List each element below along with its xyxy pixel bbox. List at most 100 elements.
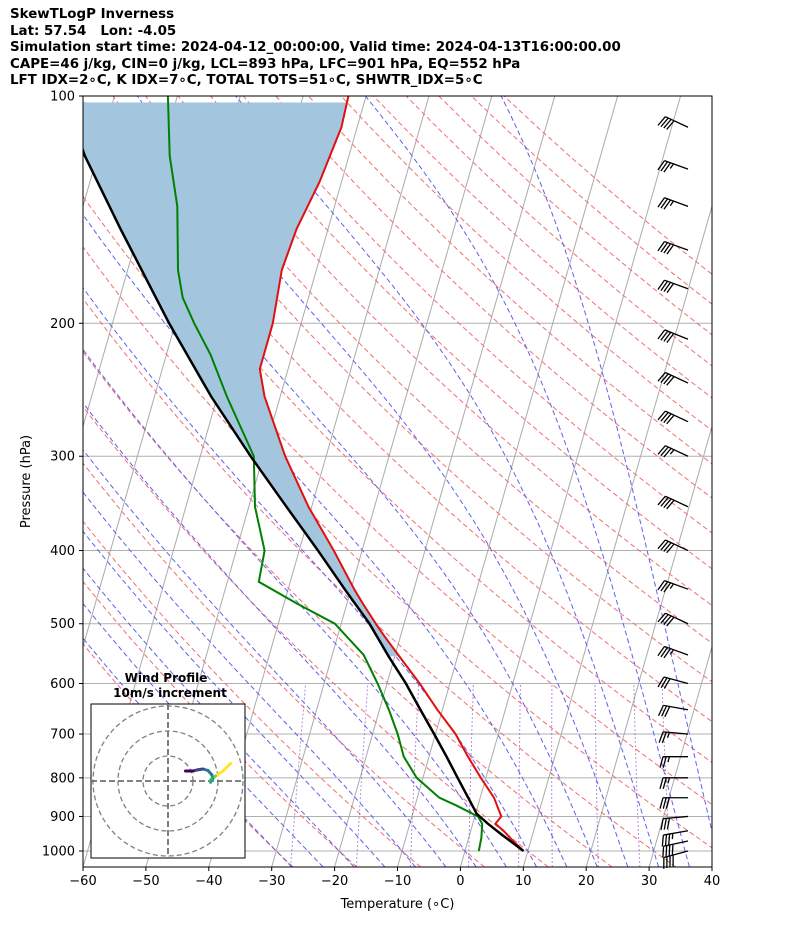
moist-adiabat-line [83, 287, 538, 867]
wind-barb-feather [657, 372, 666, 382]
x-tick-label: 40 [704, 874, 721, 889]
wind-barb-half-feather [669, 649, 675, 655]
moist-adiabat-line [83, 125, 598, 867]
wind-barb-shaft [663, 815, 689, 820]
dry-adiabat-line [83, 580, 358, 867]
isotherm-line [459, 96, 682, 867]
moist-adiabat-line [83, 348, 507, 867]
wind-barb-feather [657, 676, 665, 688]
wind-barb [659, 777, 688, 790]
x-tick-label: 0 [456, 874, 464, 889]
y-tick-label: 500 [50, 617, 75, 632]
wind-barb-half-feather [671, 833, 674, 840]
dry-adiabat-line [83, 297, 677, 867]
mixing-ratio-line [551, 683, 553, 867]
moist-adiabat-line [83, 448, 447, 867]
wind-barb-feather [663, 542, 672, 552]
wind-barb-shaft [665, 371, 689, 384]
wind-barb [657, 704, 689, 718]
wind-barb-feather [663, 162, 672, 173]
wind-barb [657, 495, 689, 510]
isotherm-line [775, 96, 794, 867]
wind-barb-feather [663, 331, 672, 342]
wind-barb-feather [657, 329, 666, 340]
wind-barb-feather [662, 846, 665, 858]
wind-barb-feather [660, 161, 669, 172]
wind-barb [660, 815, 689, 830]
wind-barb-feather [666, 543, 675, 554]
wind-barb-feather [666, 333, 675, 343]
wind-barb-feather [661, 731, 667, 744]
moist-adiabat-line [83, 530, 386, 867]
y-tick-label: 100 [50, 90, 75, 105]
wind-barb-shaft [665, 410, 689, 423]
mixing-ratio-line [468, 683, 474, 867]
wind-barb-half-feather [669, 163, 675, 169]
wind-barb [657, 279, 689, 294]
wind-barb [657, 612, 689, 627]
parcel-line [83, 146, 525, 852]
y-tick-label: 800 [50, 771, 75, 786]
wind-barb [658, 731, 689, 744]
wind-barb-shaft [665, 445, 689, 457]
wind-barb-feather [660, 497, 669, 507]
mixing-ratio-line [409, 683, 420, 867]
wind-barb-feather [657, 241, 666, 252]
y-tick-label: 300 [50, 450, 75, 465]
chart-header: SkewTLogP Inverness Lat: 57.54 Lon: -4.0… [10, 7, 621, 90]
wind-barb-feather [666, 499, 675, 510]
wind-barb-feather [657, 279, 666, 290]
wind-barb-shaft [663, 830, 689, 836]
wind-barb-feather [660, 373, 669, 383]
wind-barb-feather [663, 118, 672, 129]
wind-barb-feather [663, 818, 667, 830]
wind-barb-feather [659, 797, 664, 809]
wind-barb-feather [660, 280, 669, 291]
x-tick-label: 20 [578, 874, 595, 889]
y-tick-label: 200 [50, 317, 75, 332]
wind-barb [659, 756, 688, 768]
wind-barb-feather [657, 646, 666, 657]
dry-adiabat-line [471, 96, 712, 305]
wind-barb [657, 371, 689, 386]
wind-barb [659, 797, 688, 809]
moist-adiabat-line [83, 491, 416, 867]
inset-plot [91, 704, 245, 858]
wind-barb-feather [664, 834, 668, 846]
dewpoint-line [166, 96, 484, 852]
wind-barb-feather [657, 495, 666, 506]
wind-barb-half-feather [669, 449, 675, 455]
moist-adiabat-line [365, 96, 690, 867]
moist-adiabat-line [83, 401, 477, 867]
mixing-ratio-line [290, 683, 307, 867]
wind-barb-shaft [663, 840, 689, 847]
wind-barb-shaft [664, 580, 689, 590]
wind-barb-feather [663, 199, 672, 210]
dry-adiabat-line [503, 96, 712, 275]
moist-adiabat-line [500, 96, 712, 834]
dry-adiabat-line [83, 643, 294, 867]
wind-barb-feather [657, 580, 666, 591]
wind-barb-feather [658, 731, 664, 743]
wind-barb-shaft [663, 676, 689, 685]
isotherm-line [711, 865, 712, 867]
wind-barb-feather [660, 581, 669, 592]
wind-barb-shaft [663, 850, 689, 859]
wind-barb-feather [660, 540, 669, 551]
y-tick-label: 700 [50, 728, 75, 743]
dry-adiabat-line [83, 462, 485, 867]
wind-barb-feather [660, 242, 669, 253]
wind-barb-feather [671, 844, 674, 856]
dry-adiabat-line [373, 96, 712, 399]
dry-adiabat-line [438, 96, 712, 336]
temperature-line [258, 96, 525, 852]
wind-barb-half-feather [669, 200, 675, 207]
wind-barb-feather [663, 374, 672, 385]
wind-barb-feather [665, 845, 668, 857]
wind-barb-feather [666, 244, 675, 255]
wind-barb-feather [667, 833, 671, 846]
wind-barb-feather [666, 414, 675, 425]
x-tick-label: −30 [258, 874, 285, 889]
wind-barb-feather [663, 447, 672, 458]
wind-barb-half-feather [669, 583, 675, 589]
